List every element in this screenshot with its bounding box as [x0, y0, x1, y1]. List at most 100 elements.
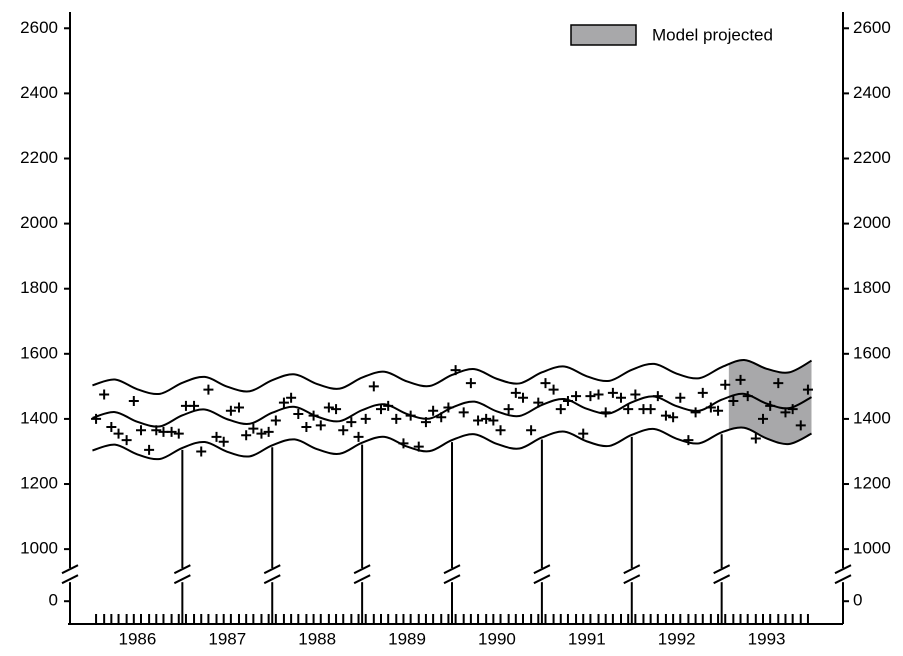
- data-point: [144, 444, 155, 455]
- data-point: [548, 384, 559, 395]
- y-tick-label-right: 1000: [853, 539, 891, 558]
- x-tick-label: 1991: [568, 629, 606, 648]
- data-point: [758, 413, 769, 424]
- data-point: [578, 428, 589, 439]
- data-point: [683, 435, 694, 446]
- data-point: [166, 426, 177, 437]
- legend-label: Model projected: [652, 25, 773, 44]
- data-point: [196, 446, 207, 457]
- data-point: [773, 378, 784, 389]
- data-point: [473, 415, 484, 426]
- x-tick-label: 1992: [658, 629, 696, 648]
- data-point: [623, 404, 634, 415]
- data-point: [668, 412, 679, 423]
- data-point: [571, 391, 582, 402]
- data-point: [465, 378, 476, 389]
- axis-break: [623, 564, 641, 575]
- data-point: [360, 413, 371, 424]
- x-tick-label: 1988: [298, 629, 336, 648]
- data-point: [607, 387, 618, 398]
- axis-break: [263, 564, 281, 575]
- data-point: [128, 396, 139, 407]
- y-tick-label-right: 0: [853, 591, 862, 610]
- axis-break: [533, 564, 551, 575]
- data-point: [189, 400, 200, 411]
- axis-break: [623, 574, 641, 585]
- data-point: [286, 392, 297, 403]
- data-point: [735, 374, 746, 385]
- axis-break: [353, 574, 371, 585]
- axis-break: [443, 574, 461, 585]
- data-point: [256, 428, 267, 439]
- data-point: [301, 422, 312, 433]
- axis-break: [533, 574, 551, 585]
- data-point: [136, 425, 147, 436]
- data-point: [660, 410, 671, 421]
- data-point: [518, 392, 529, 403]
- data-point: [526, 425, 537, 436]
- data-point: [630, 389, 641, 400]
- axis-break: [61, 574, 79, 585]
- data-point: [503, 404, 514, 415]
- data-point: [510, 387, 521, 398]
- y-tick-label: 2000: [20, 213, 58, 232]
- y-tick-label-right: 1200: [853, 474, 891, 493]
- data-point: [713, 405, 724, 416]
- x-tick-label: 1990: [478, 629, 516, 648]
- axis-break: [353, 564, 371, 575]
- y-tick-label-right: 1600: [853, 343, 891, 362]
- model-curve: [92, 392, 813, 428]
- y-tick-label: 1200: [20, 474, 58, 493]
- data-point: [121, 435, 132, 446]
- data-point: [488, 415, 499, 426]
- data-point: [218, 436, 229, 447]
- data-point: [481, 413, 492, 424]
- axis-break: [443, 564, 461, 575]
- data-point: [106, 422, 117, 433]
- model-curve: [92, 358, 813, 396]
- data-point: [233, 402, 244, 413]
- data-point: [675, 392, 686, 403]
- legend-swatch: [570, 24, 637, 46]
- y-tick-label: 1000: [20, 539, 58, 558]
- y-tick-label: 0: [49, 591, 58, 610]
- data-point: [241, 430, 252, 441]
- data-point: [270, 415, 281, 426]
- y-tick-label-right: 2000: [853, 213, 891, 232]
- axis-break: [173, 574, 191, 585]
- data-point: [323, 402, 334, 413]
- data-point: [173, 428, 184, 439]
- data-point: [428, 405, 439, 416]
- x-tick-label: 1987: [208, 629, 246, 648]
- axis-break: [834, 574, 852, 585]
- data-point: [615, 392, 626, 403]
- y-tick-label-right: 2200: [853, 148, 891, 167]
- data-point: [368, 381, 379, 392]
- y-tick-label-right: 1800: [853, 278, 891, 297]
- data-point: [728, 396, 739, 407]
- data-point: [225, 405, 236, 416]
- data-point: [555, 404, 566, 415]
- y-tick-label-right: 2600: [853, 18, 891, 37]
- data-point: [593, 389, 604, 400]
- data-point: [787, 404, 798, 415]
- y-tick-label-right: 2400: [853, 83, 891, 102]
- axis-break: [834, 564, 852, 575]
- x-tick-label: 1993: [748, 629, 786, 648]
- data-point: [263, 426, 274, 437]
- data-point: [315, 420, 326, 431]
- data-point: [645, 404, 656, 415]
- data-point: [690, 407, 701, 418]
- y-tick-label-right: 1400: [853, 408, 891, 427]
- data-point: [720, 379, 731, 390]
- axis-break: [61, 564, 79, 575]
- data-point: [211, 431, 222, 442]
- data-point: [697, 387, 708, 398]
- data-point: [458, 407, 469, 418]
- data-point: [802, 384, 813, 395]
- data-point: [750, 433, 761, 444]
- data-point: [353, 431, 364, 442]
- axis-break: [173, 564, 191, 575]
- data-point: [91, 413, 102, 424]
